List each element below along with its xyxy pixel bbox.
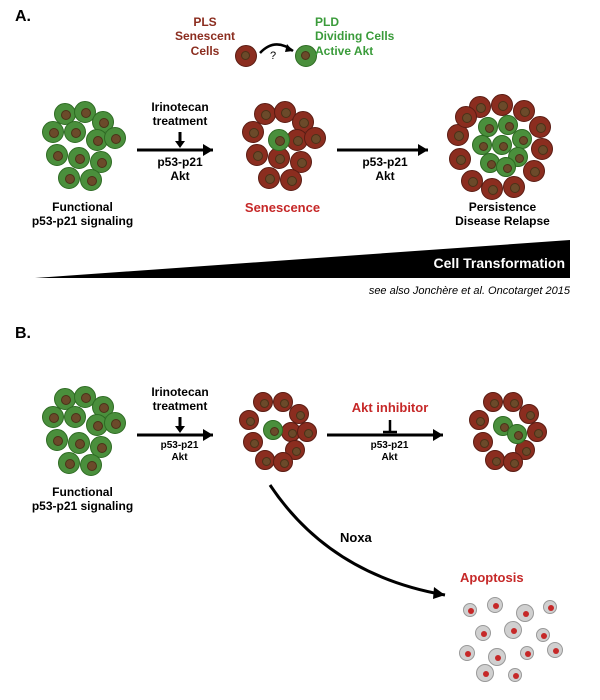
panel-b-letter: B. — [15, 325, 31, 343]
irinotecan-label-b: Irinotecan treatment — [140, 385, 220, 414]
senescence-label: Senescence — [235, 200, 330, 216]
panel-b-cluster2 — [235, 390, 320, 475]
apoptosis-fragments — [455, 595, 565, 680]
citation: see also Jonchère et al. Oncotarget 2015 — [300, 285, 570, 298]
persistence-label: Persistence Disease Relapse — [445, 200, 560, 229]
down-arrow-b1 — [172, 415, 188, 437]
inhibition-t — [380, 418, 400, 434]
functional-label-a: Functional p53-p21 signaling — [25, 200, 140, 229]
panel-a-letter: A. — [15, 8, 31, 26]
functional-label-b: Functional p53-p21 signaling — [25, 485, 140, 514]
pld-label: PLD Dividing Cells Active Akt — [315, 15, 405, 58]
transformation-text: Cell Transformation — [385, 255, 565, 272]
akt-inhibitor-label: Akt inhibitor — [340, 400, 440, 416]
panel-a-cluster2 — [235, 100, 330, 195]
legend-arrow — [255, 35, 300, 60]
legend-question: ? — [270, 50, 276, 63]
p53-akt-b2: p53-p21 Akt — [362, 440, 417, 464]
irinotecan-label-a: Irinotecan treatment — [140, 100, 220, 129]
p53-akt-a1: p53-p21 Akt — [150, 155, 210, 184]
noxa-label: Noxa — [340, 530, 372, 546]
panel-a-cluster3 — [450, 95, 555, 200]
panel-b-cluster3 — [465, 390, 550, 475]
panel-a-cluster1 — [35, 100, 130, 195]
panel-b-cluster1 — [35, 385, 130, 480]
apoptosis-label: Apoptosis — [460, 570, 524, 586]
pls-label: PLS Senescent Cells — [170, 15, 240, 58]
down-arrow-a1 — [172, 130, 188, 152]
p53-akt-a2: p53-p21 Akt — [355, 155, 415, 184]
p53-akt-b1: p53-p21 Akt — [152, 440, 207, 464]
